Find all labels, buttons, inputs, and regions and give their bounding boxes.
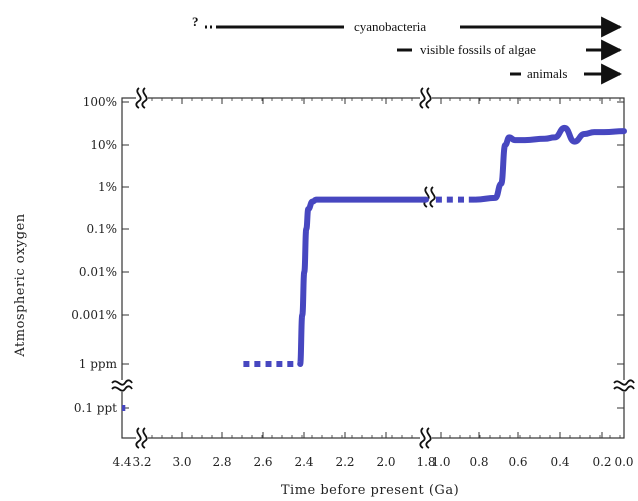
x-axis-ticks: 4.4 3.2 3.0 2.8 2.6 2.4 2.2 2.0 1.81.0 0.8 0.6 0.4 0… [112,98,634,469]
algae-label: visible fossils of algae [420,42,536,57]
x-tick-label: 0.6 [508,455,527,469]
y-tick-label: 0.1 ppt [74,401,117,415]
x-tick-label: 2.4 [294,455,313,469]
break-wave [419,427,426,449]
x-tick-label: 3.0 [172,455,191,469]
plot-border [121,97,625,439]
axis-break-icon [419,87,432,109]
break-wave [141,427,148,449]
break-wave [425,427,432,449]
y-tick-label: 0.01% [79,265,117,279]
x-tick-label: 0.0 [614,455,633,469]
break-wave [111,379,133,386]
x-tick-label: 2.0 [376,455,395,469]
axis-break-icon [135,427,148,449]
axis-break-markers [111,87,635,449]
x-tick-label: 1.0 [431,455,450,469]
uncertain-origin-mark: ? [192,14,199,29]
x-tick-label: 2.2 [335,455,354,469]
break-wave [135,87,142,109]
x-axis-title: Time before present (Ga) [281,483,459,498]
break-wave [429,186,436,208]
break-wave [141,87,148,109]
plot-frame [121,97,625,439]
break-wave [613,385,635,392]
y-tick-label: 100% [83,95,117,109]
axis-break-icon [613,379,635,392]
y-tick-label: 1% [98,180,117,194]
x-tick-label: 0.2 [592,455,611,469]
break-wave [135,427,142,449]
axis-break-icon [419,427,432,449]
y-axis-title: Atmospheric oxygen [13,213,28,357]
x-tick-label: 2.6 [253,455,272,469]
break-wave [613,379,635,386]
oxygen-series-segment [472,124,627,203]
oxygen-series [122,124,627,411]
evolution-annotations: ? cyanobacteria visible fossils of algae… [192,14,623,85]
y-tick-label: 0.1% [87,222,118,236]
y-tick-label: 0.001% [71,308,117,322]
break-wave [425,87,432,109]
axis-break-icon [111,379,133,392]
cyanobacteria-label: cyanobacteria [354,19,426,34]
y-axis-ticks: 100% 10% 1% 0.1% 0.01% 0.001% 1 ppm 0.1 ppt [71,95,624,415]
x-tick-label: 0.4 [550,455,569,469]
x-tick-label: 2.8 [212,455,231,469]
x-tick-label: 4.4 [112,455,131,469]
y-tick-label: 1 ppm [79,357,118,371]
break-wave [419,87,426,109]
oxygen-series-segment [297,196,429,367]
animals-label: animals [527,66,567,81]
axis-break-icon [135,87,148,109]
y-tick-label: 10% [90,138,117,152]
x-tick-label: 3.2 [132,455,151,469]
x-tick-label: 0.8 [469,455,488,469]
break-wave [111,385,133,392]
x-tick-label: 1.8 [416,455,435,469]
